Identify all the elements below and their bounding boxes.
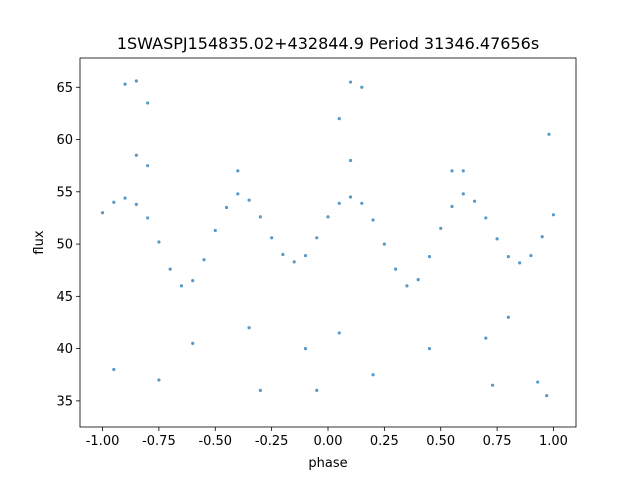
- data-point: [157, 240, 161, 244]
- data-point: [134, 79, 138, 83]
- data-point: [270, 236, 274, 240]
- data-point: [123, 82, 127, 86]
- x-tick-label: 0.00: [314, 434, 343, 449]
- data-point: [427, 347, 432, 351]
- data-point: [337, 117, 341, 121]
- data-point: [134, 202, 138, 206]
- data-point: [315, 388, 319, 393]
- data-point: [348, 80, 353, 84]
- data-point: [315, 236, 319, 240]
- chart-title: 1SWASPJ154835.02+432844.9 Period 31346.4…: [117, 34, 539, 53]
- data-point: [536, 380, 540, 384]
- data-point: [439, 226, 443, 230]
- y-tick-label: 35: [56, 394, 73, 409]
- x-tick-label: -0.75: [142, 434, 176, 449]
- x-tick-label: 0.50: [426, 434, 455, 449]
- data-point: [191, 279, 195, 283]
- data-point: [495, 237, 499, 241]
- data-point: [518, 261, 522, 265]
- data-point: [112, 367, 116, 372]
- data-point: [157, 378, 161, 382]
- x-tick-label: 0.25: [370, 434, 399, 449]
- data-point: [461, 192, 465, 196]
- y-axis-label: flux: [32, 230, 47, 254]
- data-point: [360, 201, 364, 205]
- x-tick-label: 0.75: [483, 434, 512, 449]
- data-point: [337, 201, 341, 205]
- data-point: [450, 204, 454, 209]
- data-point: [258, 388, 262, 393]
- data-point: [112, 200, 116, 204]
- data-point: [123, 196, 127, 200]
- data-point: [146, 101, 150, 105]
- data-point: [427, 255, 432, 259]
- data-point: [371, 218, 375, 222]
- data-point: [146, 164, 150, 168]
- data-point: [213, 228, 217, 233]
- data-point: [258, 215, 262, 219]
- x-axis-ticks: -1.00 -0.75 -0.50 -0.25 0.00 0.25 0.50 0.75 1.00: [86, 427, 568, 449]
- data-point: [224, 205, 229, 210]
- data-point: [179, 284, 184, 288]
- x-axis-label: phase: [308, 456, 347, 471]
- data-point: [490, 383, 495, 387]
- y-tick-label: 65: [56, 81, 73, 96]
- data-point: [405, 284, 409, 288]
- data-point: [168, 267, 172, 271]
- data-point: [506, 255, 510, 259]
- x-tick-label: -1.00: [86, 434, 120, 449]
- data-point: [326, 215, 330, 219]
- data-point: [371, 373, 375, 377]
- data-point: [360, 85, 364, 89]
- data-point: [348, 158, 353, 163]
- data-point: [247, 198, 251, 202]
- data-point: [551, 213, 556, 217]
- x-tick-label: 1.00: [539, 434, 568, 449]
- y-tick-label: 60: [56, 133, 73, 148]
- plot-frame: [79, 57, 577, 428]
- data-point: [236, 192, 240, 196]
- data-point: [202, 258, 206, 262]
- data-point: [450, 169, 454, 173]
- data-point: [281, 252, 285, 257]
- data-point: [484, 336, 488, 340]
- data-point: [545, 394, 549, 398]
- data-point: [236, 169, 240, 173]
- data-point: [292, 260, 296, 264]
- data-point: [394, 267, 398, 271]
- y-tick-label: 55: [56, 185, 73, 200]
- data-point: [547, 132, 551, 136]
- data-point: [247, 326, 251, 330]
- data-point: [146, 216, 150, 220]
- data-point: [382, 242, 386, 246]
- data-point: [529, 253, 533, 258]
- data-point: [191, 341, 195, 345]
- data-point: [134, 153, 138, 157]
- data-point: [461, 169, 465, 173]
- data-point: [416, 278, 420, 282]
- y-tick-label: 50: [56, 238, 73, 253]
- data-point: [484, 216, 488, 220]
- x-tick-label: -0.25: [255, 434, 289, 449]
- data-point: [506, 315, 510, 319]
- data-point: [100, 211, 105, 215]
- data-point: [540, 235, 544, 239]
- data-point: [337, 331, 341, 335]
- x-tick-label: -0.50: [198, 434, 232, 449]
- data-point: [303, 253, 308, 258]
- y-axis-ticks: 35 40 45 50 55 60 65: [56, 81, 80, 409]
- data-point: [303, 347, 308, 351]
- data-point: [472, 199, 477, 203]
- y-tick-label: 40: [56, 342, 73, 357]
- points-layer: [100, 79, 556, 398]
- data-point: [348, 195, 353, 199]
- y-tick-label: 45: [56, 290, 73, 305]
